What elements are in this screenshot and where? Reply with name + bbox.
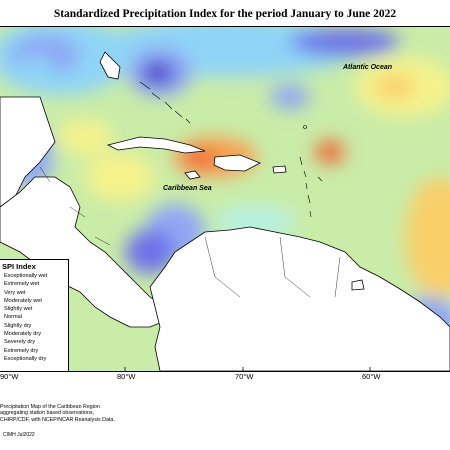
longitude-label-90w: 90°W: [0, 372, 19, 381]
jamaica: [184, 170, 201, 180]
credit: CIMH Jul2022: [3, 432, 35, 438]
small-islands: [139, 81, 323, 218]
footnote-line: aggregating station based observations,: [0, 410, 94, 417]
legend-item: Moderately wet: [4, 297, 42, 304]
footnote-line: Precipitation Map of the Caribbean Regio…: [0, 404, 100, 410]
legend-item: Moderately dry: [4, 331, 41, 338]
legend-item: Severely dry: [4, 339, 36, 346]
legend-item: Extremely wet: [4, 281, 40, 288]
south-america: [149, 226, 450, 371]
florida: [99, 51, 121, 80]
legend-item: Extremely dry: [4, 347, 39, 354]
caribbean-sea-label: Caribbean Sea: [163, 185, 212, 192]
legend-item: Normal: [4, 314, 23, 321]
bermuda: [303, 125, 307, 129]
atlantic-ocean-label: Atlantic Ocean: [343, 64, 393, 71]
country-borders: [39, 166, 341, 298]
footnote-line: CHIRP/CDF, with NCEP/NCAR Reanalysis Dat…: [0, 416, 115, 423]
spi-map-canvas: [0, 27, 450, 371]
legend-item: Slightly dry: [4, 322, 32, 329]
legend-title: SPI Index: [2, 262, 36, 271]
lesser-antilles: [299, 156, 323, 218]
longitude-label-60w: 60°W: [362, 372, 381, 381]
legend: SPI Index Exceptionally wet Extremely we…: [0, 259, 69, 371]
bahamas: [139, 81, 191, 124]
legend-item: Very wet: [4, 289, 26, 296]
legend-item: Slightly wet: [4, 306, 33, 313]
map-title: Standardized Precipitation Index for the…: [53, 8, 397, 20]
legend-list: Exceptionally wet Extremely wet Very wet…: [0, 272, 68, 363]
legend-item: Exceptionally wet: [4, 273, 48, 279]
legend-item: Exceptionally dry: [4, 355, 47, 362]
spi-map: Atlantic Ocean Caribbean Sea SPI Index E…: [0, 26, 450, 372]
longitude-label-70w: 70°W: [235, 372, 254, 381]
footnote: Precipitation Map of the Caribbean Regio…: [0, 404, 115, 423]
trinidad: [351, 279, 365, 291]
cuba: [106, 136, 206, 154]
landmasses: [0, 51, 450, 371]
spi-shading: [0, 27, 450, 371]
hispaniola: [213, 154, 261, 172]
longitude-label-80w: 80°W: [117, 372, 136, 381]
puerto-rico: [272, 165, 287, 174]
